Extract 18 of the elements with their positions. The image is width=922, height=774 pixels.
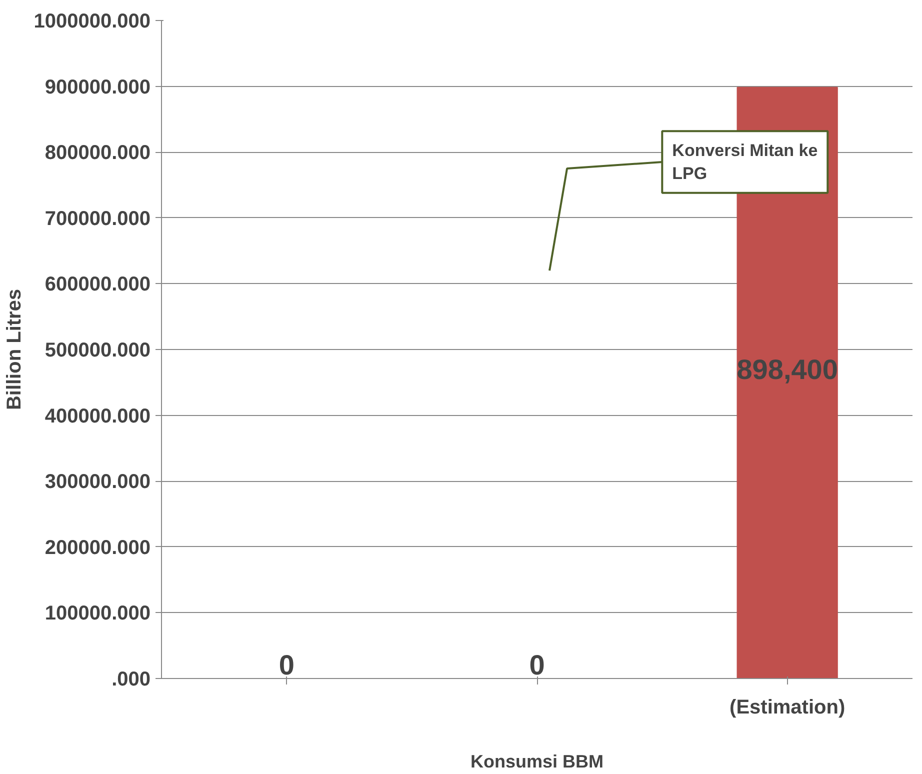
y-tick-label: 900000.000 [44, 76, 151, 98]
y-tick-label: .000 [112, 668, 151, 690]
y-tick-label: 600000.000 [44, 274, 151, 296]
data-label: 0 [278, 650, 294, 680]
y-tick-label: 800000.000 [44, 142, 151, 164]
y-tick-label: 500000.000 [44, 340, 151, 362]
y-axis-title: Billion Litres [4, 288, 26, 410]
annotation: Konversi Mitan ke LPG [672, 141, 818, 183]
x-axis-title: Konsumsi BBM [470, 752, 604, 772]
y-tick-label: 1000000.000 [34, 10, 151, 32]
y-tick-label: 700000.000 [44, 208, 151, 230]
y-tick-label: 400000.000 [44, 405, 151, 428]
y-tick-label: 200000.000 [44, 536, 151, 559]
x-tick-label: (Estimation) [730, 696, 846, 718]
y-tick-label: 100000.000 [44, 602, 151, 625]
data-label: 0 [529, 650, 545, 680]
y-tick-label: 300000.000 [44, 471, 151, 494]
data-label: 898,400 [736, 354, 838, 385]
